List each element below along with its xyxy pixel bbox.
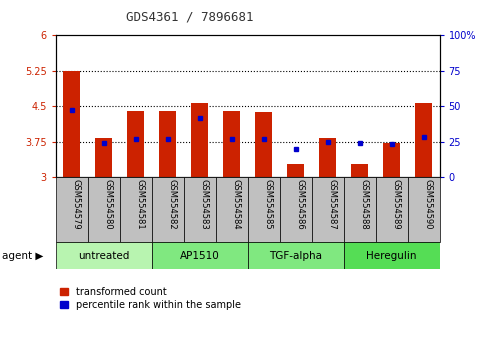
Text: GSM554579: GSM554579: [71, 179, 81, 230]
Text: agent ▶: agent ▶: [2, 251, 44, 261]
Text: AP1510: AP1510: [180, 251, 219, 261]
Text: GSM554589: GSM554589: [392, 179, 400, 230]
Bar: [127, 111, 144, 177]
Text: GSM554581: GSM554581: [136, 179, 144, 230]
Bar: [120, 177, 152, 242]
Bar: [280, 177, 312, 242]
Text: GSM554588: GSM554588: [359, 179, 369, 230]
Bar: [351, 164, 369, 177]
Text: GSM554585: GSM554585: [264, 179, 272, 230]
Bar: [376, 177, 408, 242]
Text: untreated: untreated: [78, 251, 129, 261]
Text: GSM554583: GSM554583: [199, 179, 209, 230]
Text: GSM554587: GSM554587: [327, 179, 337, 230]
Bar: [248, 242, 343, 269]
Bar: [223, 111, 241, 177]
Bar: [152, 177, 184, 242]
Bar: [56, 177, 87, 242]
Bar: [343, 177, 376, 242]
Bar: [215, 177, 248, 242]
Bar: [319, 138, 336, 177]
Bar: [415, 103, 432, 177]
Bar: [95, 138, 113, 177]
Legend: transformed count, percentile rank within the sample: transformed count, percentile rank withi…: [60, 287, 241, 310]
Bar: [255, 112, 272, 177]
Bar: [312, 177, 343, 242]
Text: GSM554586: GSM554586: [296, 179, 305, 230]
Text: GSM554582: GSM554582: [168, 179, 177, 230]
Text: GSM554590: GSM554590: [424, 179, 433, 229]
Text: GSM554580: GSM554580: [103, 179, 113, 230]
Bar: [87, 177, 120, 242]
Bar: [383, 143, 400, 177]
Text: Heregulin: Heregulin: [366, 251, 417, 261]
Text: GDS4361 / 7896681: GDS4361 / 7896681: [126, 11, 254, 24]
Bar: [191, 103, 208, 177]
Bar: [343, 242, 440, 269]
Bar: [287, 164, 304, 177]
Bar: [56, 242, 152, 269]
Bar: [159, 111, 176, 177]
Bar: [248, 177, 280, 242]
Text: TGF-alpha: TGF-alpha: [269, 251, 322, 261]
Bar: [184, 177, 215, 242]
Bar: [63, 71, 80, 177]
Text: GSM554584: GSM554584: [231, 179, 241, 230]
Bar: [152, 242, 248, 269]
Bar: [408, 177, 440, 242]
